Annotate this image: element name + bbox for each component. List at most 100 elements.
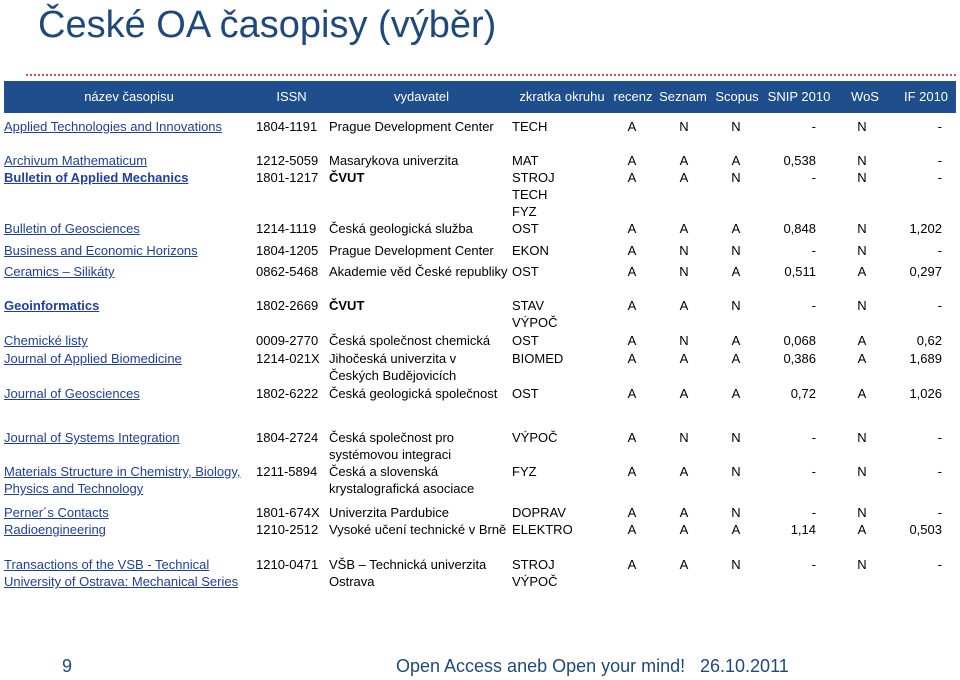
seznam-cell: N bbox=[679, 243, 689, 258]
scopus-cell: A bbox=[731, 153, 741, 168]
publisher-cell: ČVUT bbox=[329, 298, 365, 313]
publisher-cell: Prague Development Center bbox=[329, 243, 494, 258]
recenz-cell: A bbox=[627, 505, 637, 520]
seznam-cell: A bbox=[679, 386, 689, 401]
journal-name-link[interactable]: Journal of Geosciences bbox=[4, 386, 140, 401]
field-cell: OST bbox=[512, 221, 539, 236]
journal-name-link[interactable]: Bulletin of Applied Mechanics bbox=[4, 170, 189, 185]
journal-name-link[interactable]: Chemické listy bbox=[4, 333, 88, 348]
recenz-cell: A bbox=[627, 522, 637, 537]
publisher-cell: Česká a slovenská krystalografická asoci… bbox=[329, 464, 475, 496]
issn-cell: 1802-6222 bbox=[256, 386, 319, 401]
field-cell: STAV VÝPOČ bbox=[512, 298, 558, 330]
journal-name-link[interactable]: Bulletin of Geosciences bbox=[4, 221, 140, 236]
if-cell: 0,62 bbox=[916, 333, 942, 348]
if-cell: - bbox=[937, 243, 942, 258]
journal-name-link[interactable]: Business and Economic Horizons bbox=[4, 243, 198, 258]
publisher-cell: Česká geologická služba bbox=[329, 221, 473, 236]
if-cell: - bbox=[937, 430, 942, 445]
publisher-cell: Vysoké učení technické v Brně bbox=[329, 522, 507, 537]
journal-name-link[interactable]: Applied Technologies and Innovations bbox=[4, 119, 223, 134]
snip-cell: 0,068 bbox=[783, 333, 816, 348]
if-cell: - bbox=[937, 505, 942, 520]
scopus-cell: A bbox=[731, 264, 741, 279]
journal-name-link[interactable]: Perner´s Contacts bbox=[4, 505, 109, 520]
issn-cell: 1214-1119 bbox=[256, 221, 317, 236]
issn-cell: 1212-5059 bbox=[256, 153, 319, 168]
issn-cell: 1210-2512 bbox=[256, 522, 319, 537]
table-header: název časopisu ISSN vydavatel zkratka ok… bbox=[4, 81, 956, 113]
journal-name-link[interactable]: Ceramics – Silikáty bbox=[4, 264, 115, 279]
recenz-cell: A bbox=[627, 221, 637, 236]
scopus-cell: A bbox=[731, 351, 741, 366]
page-number: 9 bbox=[62, 656, 73, 676]
seznam-cell: N bbox=[679, 333, 689, 348]
scopus-cell: N bbox=[731, 557, 741, 572]
snip-cell: - bbox=[811, 557, 816, 572]
publisher-cell: Jihočeská univerzita v Českých Budějovic… bbox=[329, 351, 457, 383]
seznam-cell: N bbox=[679, 264, 689, 279]
if-cell: - bbox=[937, 298, 942, 313]
field-cell: OST bbox=[512, 333, 539, 348]
scopus-cell: A bbox=[731, 221, 741, 236]
journal-name-link[interactable]: Archivum Mathematicum bbox=[4, 153, 148, 168]
recenz-cell: A bbox=[627, 298, 637, 313]
wos-cell: A bbox=[857, 522, 867, 537]
snip-cell: 0,511 bbox=[784, 264, 816, 279]
publisher-cell: Prague Development Center bbox=[329, 119, 494, 134]
scopus-cell: A bbox=[731, 522, 741, 537]
seznam-cell: A bbox=[679, 221, 689, 236]
recenz-cell: A bbox=[627, 430, 637, 445]
seznam-cell: N bbox=[679, 119, 689, 134]
wos-cell: N bbox=[857, 119, 867, 134]
wos-cell: A bbox=[857, 264, 867, 279]
snip-cell: - bbox=[811, 170, 816, 185]
issn-cell: 1211-5894 bbox=[256, 464, 318, 479]
field-cell: FYZ bbox=[512, 464, 537, 479]
field-cell: OST bbox=[512, 264, 539, 279]
scopus-cell: A bbox=[731, 333, 741, 348]
wos-cell: N bbox=[857, 221, 867, 236]
seznam-cell: A bbox=[679, 351, 689, 366]
recenz-cell: A bbox=[627, 333, 637, 348]
if-cell: 1,202 bbox=[909, 221, 942, 236]
publisher-cell: ČVUT bbox=[329, 170, 365, 185]
snip-cell: - bbox=[811, 505, 816, 520]
title-divider bbox=[26, 74, 956, 76]
if-cell: 1,689 bbox=[909, 351, 942, 366]
recenz-cell: A bbox=[627, 264, 637, 279]
issn-cell: 1801-1217 bbox=[256, 170, 319, 185]
wos-cell: N bbox=[857, 505, 867, 520]
journal-name-link[interactable]: Journal of Applied Biomedicine bbox=[4, 351, 182, 366]
scopus-cell: N bbox=[731, 170, 741, 185]
scopus-cell: N bbox=[731, 464, 741, 479]
scopus-cell: N bbox=[731, 298, 741, 313]
seznam-cell: A bbox=[679, 153, 689, 168]
journal-name-link[interactable]: Geoinformatics bbox=[4, 298, 100, 313]
header-field: zkratka okruhu bbox=[519, 89, 605, 104]
issn-cell: 1802-2669 bbox=[256, 298, 319, 313]
recenz-cell: A bbox=[627, 243, 637, 258]
issn-cell: 1804-1205 bbox=[256, 243, 319, 258]
header-publisher: vydavatel bbox=[394, 89, 449, 104]
wos-cell: N bbox=[857, 557, 867, 572]
recenz-cell: A bbox=[627, 351, 637, 366]
snip-cell: 0,538 bbox=[783, 153, 816, 168]
scopus-cell: N bbox=[731, 243, 741, 258]
field-cell: ELEKTRO bbox=[512, 522, 573, 537]
issn-cell: 0009-2770 bbox=[256, 333, 319, 348]
publisher-cell: Česká společnost chemická bbox=[329, 333, 491, 348]
journal-name-link[interactable]: Transactions of the VSB - Technical Univ… bbox=[4, 557, 239, 589]
field-cell: BIOMED bbox=[512, 351, 564, 366]
journal-name-link[interactable]: Materials Structure in Chemistry, Biolog… bbox=[4, 464, 241, 496]
wos-cell: A bbox=[857, 386, 867, 401]
journal-name-link[interactable]: Radioengineering bbox=[4, 522, 106, 537]
header-if: IF 2010 bbox=[903, 89, 949, 104]
wos-cell: N bbox=[857, 430, 867, 445]
if-cell: 0,503 bbox=[909, 522, 942, 537]
journal-name-link[interactable]: Journal of Systems Integration bbox=[4, 430, 180, 445]
scopus-cell: N bbox=[731, 119, 741, 134]
snip-cell: - bbox=[811, 464, 816, 479]
publisher-cell: Česká geologická společnost bbox=[329, 386, 498, 401]
field-cell: OST bbox=[512, 386, 539, 401]
